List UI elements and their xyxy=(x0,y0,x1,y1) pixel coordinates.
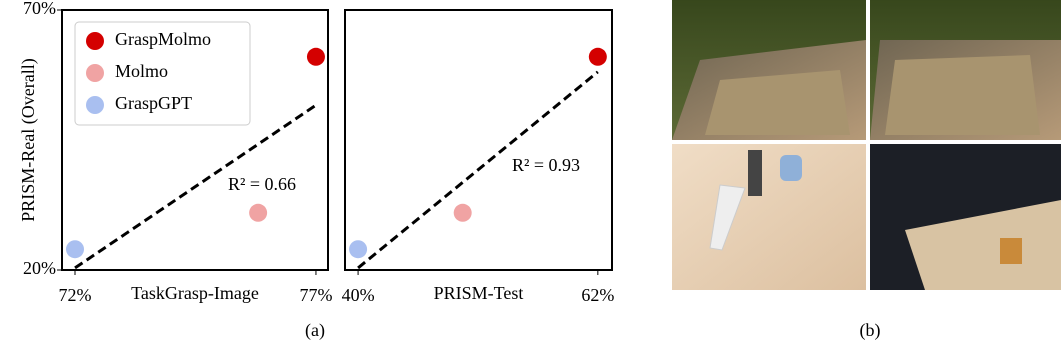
photo-grid xyxy=(672,0,1061,290)
photo-3 xyxy=(672,144,866,290)
fit-line xyxy=(357,70,599,270)
y-tick-label: 70% xyxy=(23,0,56,18)
photo-1-table xyxy=(705,70,850,135)
legend-box xyxy=(74,21,251,126)
legend-label: GraspGPT xyxy=(115,93,192,113)
x-axis-label: PRISM-Test xyxy=(434,283,524,303)
point xyxy=(249,203,268,222)
point xyxy=(66,240,85,259)
point xyxy=(588,47,607,66)
photo-4-box xyxy=(1000,238,1022,264)
legend-marker xyxy=(86,32,104,50)
point xyxy=(453,203,472,222)
point xyxy=(306,47,325,66)
y-tick-label: 20% xyxy=(23,258,56,278)
annotation: R² = 0.66 xyxy=(228,174,296,194)
x-tick-label: 77% xyxy=(299,285,332,305)
photo-3-monitor xyxy=(748,150,762,196)
caption: (a) xyxy=(305,320,325,341)
caption: (b) xyxy=(860,320,881,341)
legend-marker xyxy=(86,64,104,82)
plot-frame xyxy=(344,9,613,271)
y-axis-label: PRISM-Real (Overall) xyxy=(18,58,39,221)
legend-label: Molmo xyxy=(115,61,168,81)
x-tick-label: 72% xyxy=(59,285,92,305)
x-axis-label: TaskGrasp-Image xyxy=(131,283,259,303)
legend-label: GraspMolmo xyxy=(115,29,211,49)
annotation: R² = 0.93 xyxy=(512,155,580,175)
photo-3-mug xyxy=(780,155,802,181)
point xyxy=(349,240,368,259)
photo-2-table xyxy=(885,55,1040,135)
x-tick-label: 40% xyxy=(342,285,375,305)
photo-3-keyboard xyxy=(709,184,746,251)
legend-marker xyxy=(86,96,104,114)
plot-frame xyxy=(61,9,329,271)
x-tick-label: 62% xyxy=(581,285,614,305)
photo-4-table xyxy=(905,200,1061,290)
fit-line xyxy=(74,103,317,270)
